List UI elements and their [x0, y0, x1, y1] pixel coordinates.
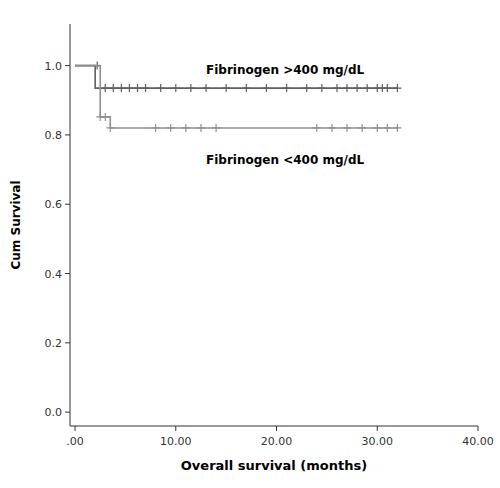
plot-area — [75, 62, 401, 132]
censor-mark — [393, 124, 401, 132]
censor-mark — [117, 84, 125, 92]
y-tick-label: 0.4 — [45, 268, 63, 281]
censor-mark — [182, 124, 190, 132]
censor-mark — [303, 84, 311, 92]
censor-mark — [383, 124, 391, 132]
censor-mark — [242, 84, 250, 92]
censor-mark — [343, 84, 351, 92]
censor-mark — [152, 124, 160, 132]
censor-mark — [101, 84, 109, 92]
x-tick-label: 10.00 — [160, 435, 192, 448]
censor-mark — [353, 84, 361, 92]
censor-mark — [383, 84, 391, 92]
censor-mark — [363, 84, 371, 92]
censor-mark — [157, 84, 165, 92]
x-tick-label: 30.00 — [362, 435, 394, 448]
y-tick — [65, 412, 70, 413]
x-tick — [478, 426, 479, 431]
y-tick-label: 0.0 — [45, 406, 63, 419]
y-tick-label: 0.8 — [45, 129, 63, 142]
y-tick — [65, 273, 70, 274]
censor-mark — [333, 84, 341, 92]
censor-mark — [172, 84, 180, 92]
censor-mark — [142, 84, 150, 92]
annotation: Fibrinogen >400 mg/dL — [206, 63, 365, 77]
x-tick-label: 20.00 — [261, 435, 293, 448]
x-tick — [75, 426, 76, 431]
censor-mark — [343, 124, 351, 132]
y-tick — [65, 204, 70, 205]
x-axis-line — [70, 426, 478, 427]
x-tick-label: 40.00 — [462, 435, 494, 448]
censor-mark — [125, 84, 133, 92]
y-axis-label: Cum Survival — [9, 180, 23, 269]
censor-mark — [318, 84, 326, 92]
censor-mark — [167, 124, 175, 132]
censor-mark — [222, 84, 230, 92]
censor-mark — [393, 84, 401, 92]
censor-mark — [133, 84, 141, 92]
censor-mark — [106, 124, 114, 132]
censor-mark — [283, 84, 291, 92]
censor-mark — [262, 84, 270, 92]
y-tick-label: 0.6 — [45, 198, 63, 211]
censor-mark — [101, 113, 109, 121]
censor-mark — [358, 124, 366, 132]
x-tick — [175, 426, 176, 431]
x-tick — [276, 426, 277, 431]
x-axis-label: Overall survival (months) — [181, 458, 367, 473]
x-tick-label: .00 — [66, 435, 84, 448]
censor-mark — [197, 124, 205, 132]
censor-mark — [313, 124, 321, 132]
censor-mark — [212, 124, 220, 132]
y-tick — [65, 65, 70, 66]
y-tick-label: 1.0 — [45, 60, 63, 73]
y-tick — [65, 342, 70, 343]
x-tick — [377, 426, 378, 431]
censor-mark — [373, 124, 381, 132]
censor-mark — [202, 84, 210, 92]
y-tick — [65, 134, 70, 135]
annotation: Fibrinogen <400 mg/dL — [206, 153, 365, 167]
censor-mark — [109, 84, 117, 92]
chart: .00 10.00 20.00 30.00 40.00 0.0 0.2 0.4 0.6 0.8 1.… — [0, 0, 500, 488]
y-axis-line — [70, 24, 71, 426]
censor-mark — [187, 84, 195, 92]
censor-mark — [328, 124, 336, 132]
y-tick-label: 0.2 — [45, 337, 63, 350]
